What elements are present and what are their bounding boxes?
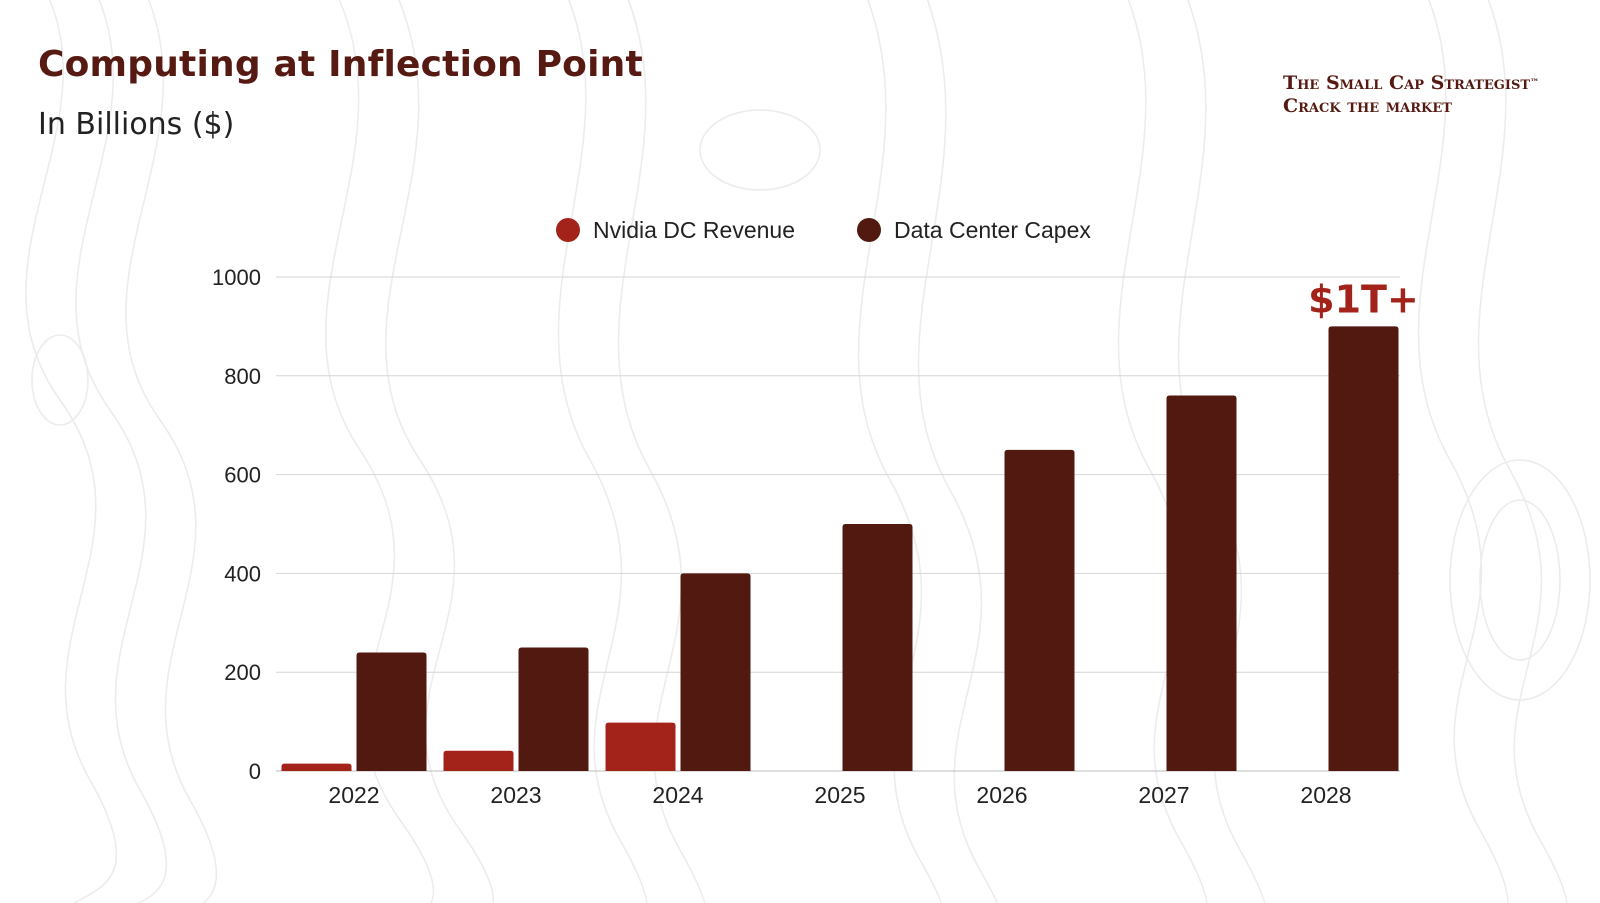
legend-marker bbox=[857, 218, 881, 242]
x-category-label: 2022 bbox=[328, 782, 379, 808]
data-center-capex-bar bbox=[680, 573, 751, 771]
brand-logo: The Small Cap Strategist™ Crack the mark… bbox=[1283, 72, 1539, 118]
data-center-capex-bar bbox=[842, 524, 913, 771]
y-tick-label: 200 bbox=[224, 660, 261, 685]
x-category-label: 2024 bbox=[652, 782, 703, 808]
data-center-capex-bar bbox=[1004, 449, 1075, 771]
data-center-capex-bar bbox=[1166, 395, 1237, 771]
legend-item-nvidia-dc-revenue-label: Nvidia DC Revenue bbox=[593, 217, 795, 243]
trademark-symbol: ™ bbox=[1530, 78, 1540, 88]
data-center-capex-bar bbox=[518, 647, 589, 771]
x-category-label: 2028 bbox=[1300, 782, 1351, 808]
y-tick-label: 600 bbox=[224, 463, 261, 488]
data-center-capex-bar bbox=[1328, 326, 1399, 771]
data-center-capex-bar bbox=[356, 652, 427, 771]
legend-marker bbox=[556, 218, 580, 242]
y-tick-label: 400 bbox=[224, 561, 261, 586]
brand-name: The Small Cap Strategist bbox=[1283, 72, 1531, 94]
nvidia-dc-revenue-bar bbox=[443, 750, 514, 771]
y-tick-label: 800 bbox=[224, 364, 261, 389]
x-category-label: 2025 bbox=[814, 782, 865, 808]
y-tick-label: 0 bbox=[249, 759, 261, 784]
y-tick-label: 1000 bbox=[212, 265, 261, 290]
x-category-label: 2023 bbox=[490, 782, 541, 808]
brand-line-1: The Small Cap Strategist™ bbox=[1283, 72, 1539, 95]
brand-line-2: Crack the market bbox=[1283, 95, 1452, 117]
x-category-label: 2026 bbox=[976, 782, 1027, 808]
legend-item-data-center-capex-label: Data Center Capex bbox=[894, 217, 1091, 243]
annotation-label: $1T+ bbox=[1308, 277, 1419, 321]
nvidia-dc-revenue-bar bbox=[281, 763, 352, 771]
page-title: Computing at Inflection Point bbox=[38, 44, 643, 85]
page-subtitle: In Billions ($) bbox=[38, 107, 235, 142]
nvidia-dc-revenue-bar bbox=[605, 722, 676, 771]
x-category-label: 2027 bbox=[1138, 782, 1189, 808]
